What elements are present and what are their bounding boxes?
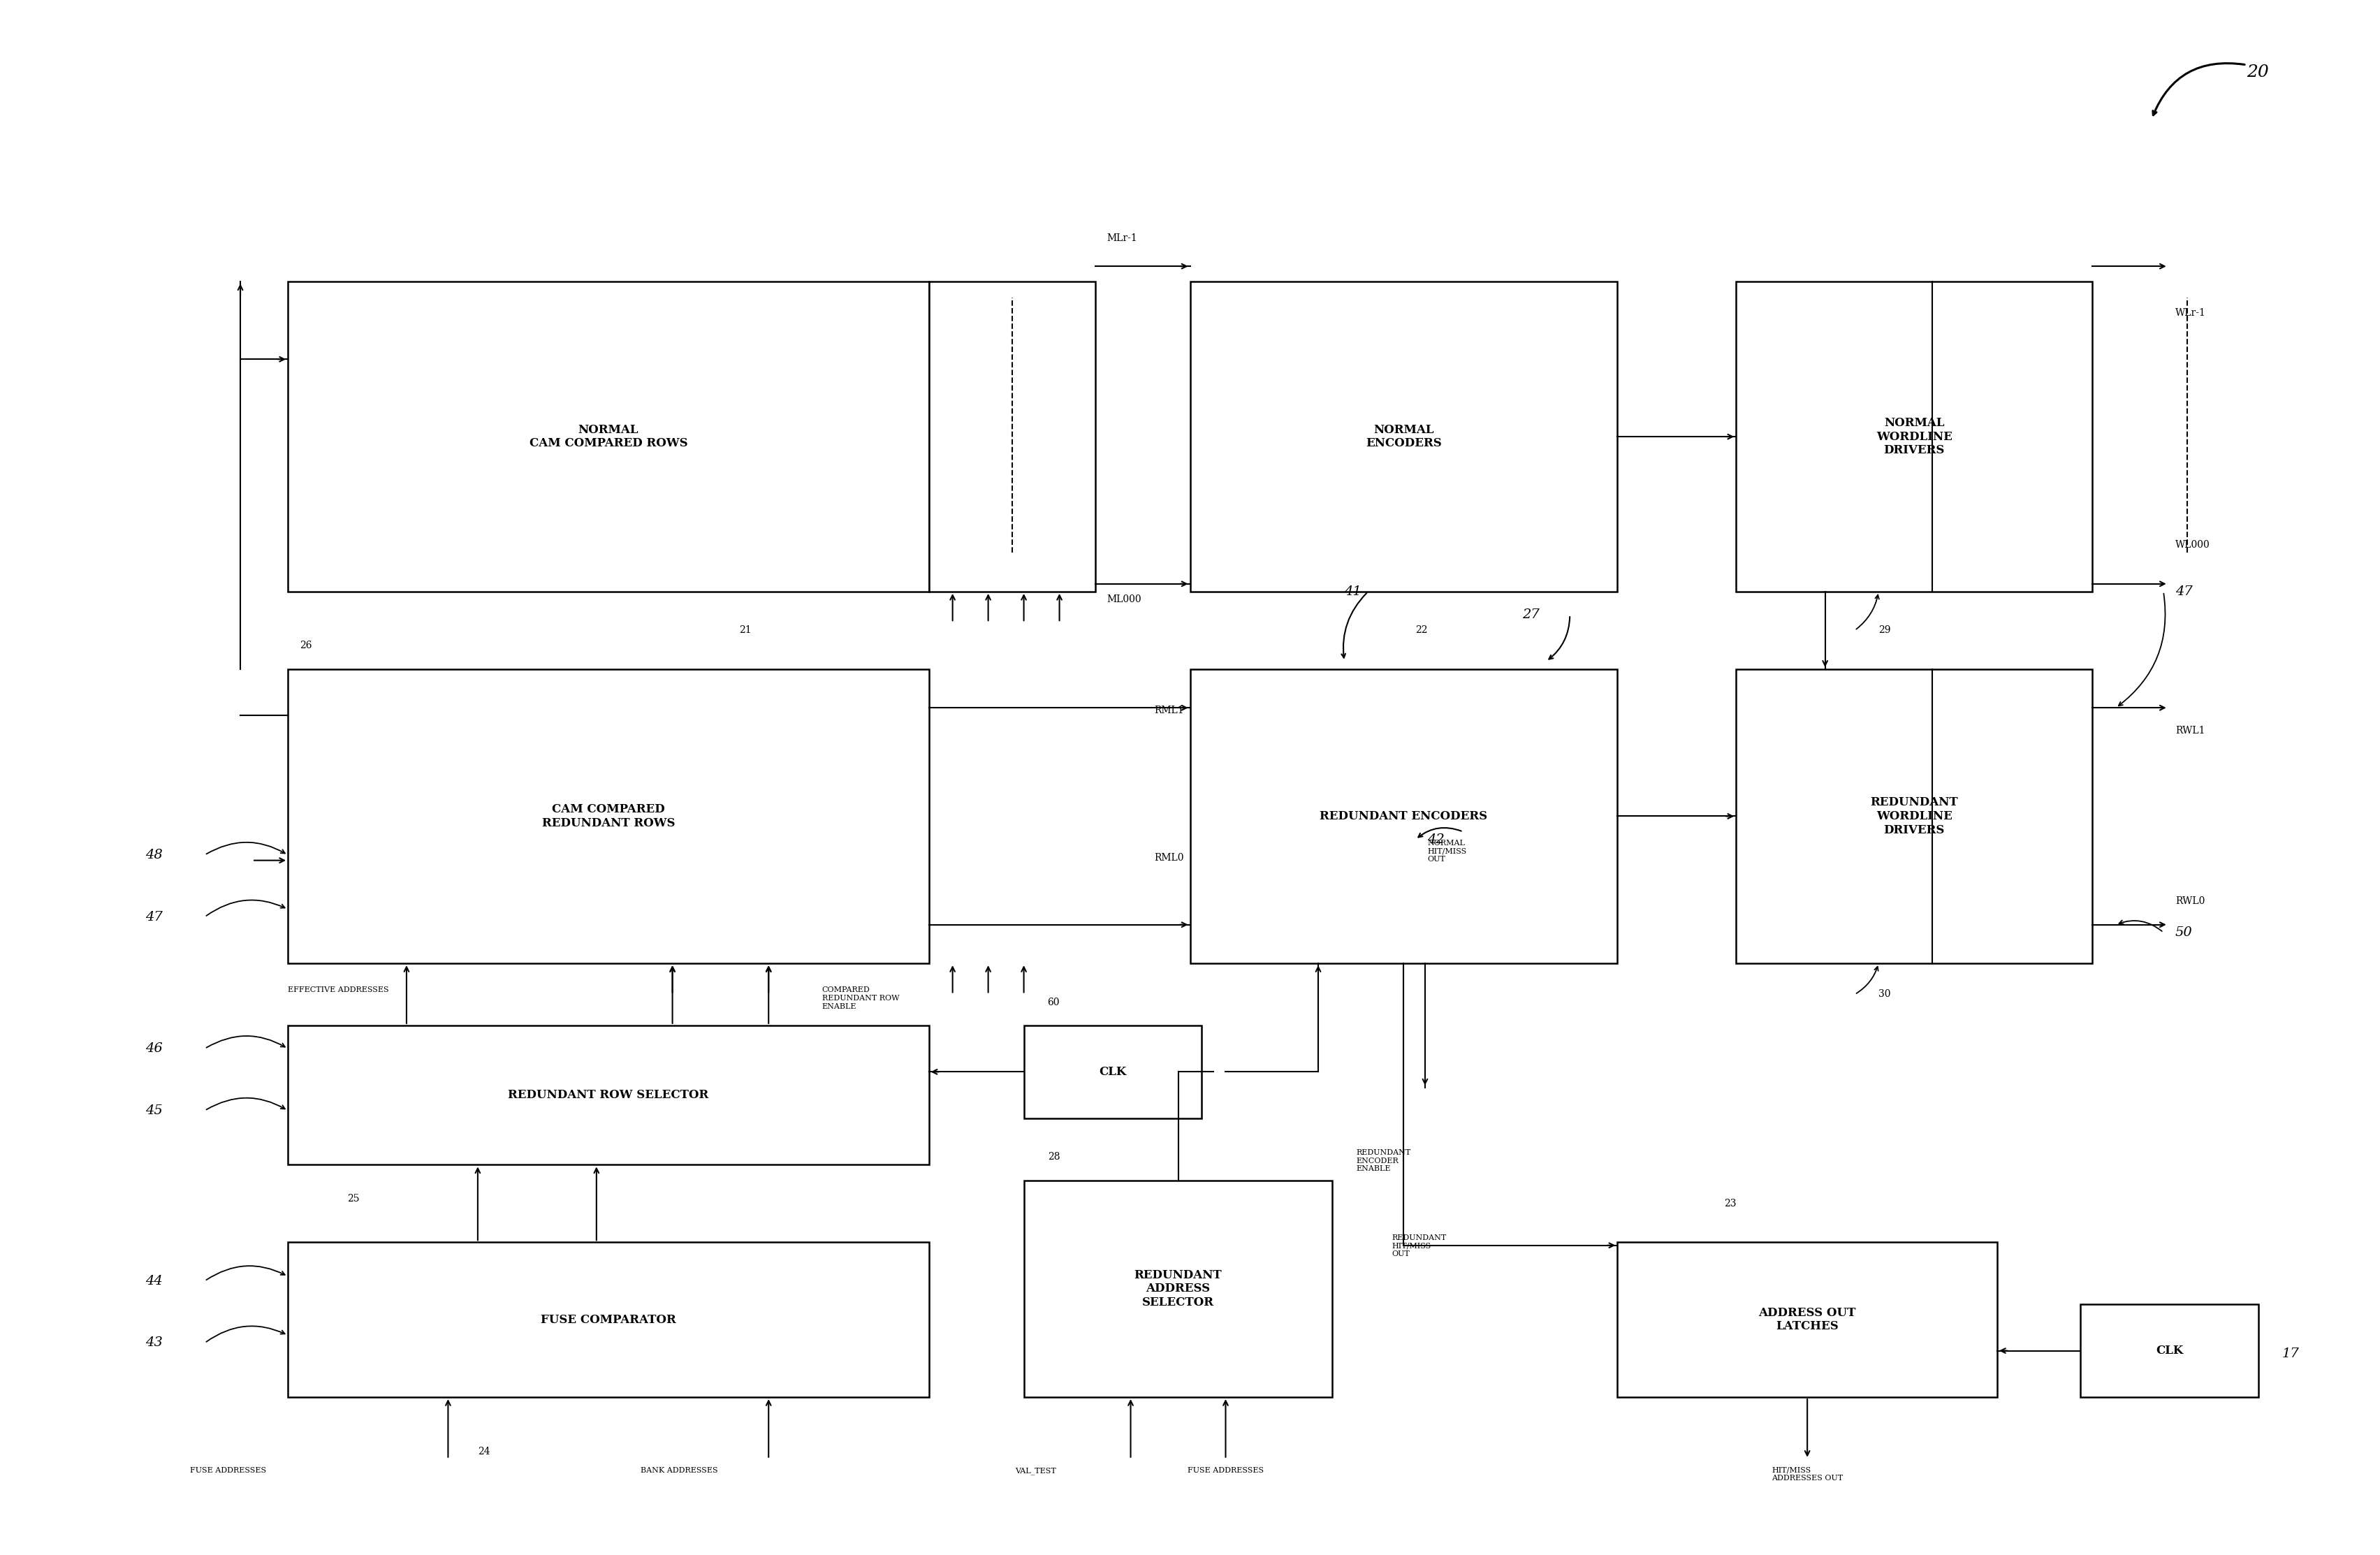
Text: REDUNDANT ROW SELECTOR: REDUNDANT ROW SELECTOR bbox=[507, 1088, 709, 1101]
Text: 43: 43 bbox=[145, 1337, 162, 1350]
Text: NORMAL
HIT/MISS
OUT: NORMAL HIT/MISS OUT bbox=[1428, 840, 1466, 863]
Bar bbox=[1023, 1180, 1333, 1398]
Bar bbox=[1190, 281, 1618, 591]
Text: NORMAL
CAM COMPARED ROWS: NORMAL CAM COMPARED ROWS bbox=[528, 425, 688, 449]
Text: REDUNDANT
ADDRESS
SELECTOR: REDUNDANT ADDRESS SELECTOR bbox=[1135, 1269, 1221, 1308]
Text: HIT/MISS
ADDRESSES OUT: HIT/MISS ADDRESSES OUT bbox=[1771, 1466, 1842, 1482]
Bar bbox=[928, 281, 1095, 591]
Text: ML000: ML000 bbox=[1107, 594, 1142, 605]
Text: NORMAL
ENCODERS: NORMAL ENCODERS bbox=[1366, 425, 1442, 449]
Text: 45: 45 bbox=[145, 1104, 162, 1116]
Text: 60: 60 bbox=[1047, 997, 1059, 1008]
Text: REDUNDANT
ENCODER
ENABLE: REDUNDANT ENCODER ENABLE bbox=[1357, 1149, 1411, 1172]
Text: REDUNDANT ENCODERS: REDUNDANT ENCODERS bbox=[1321, 810, 1488, 823]
Bar bbox=[1735, 281, 2092, 591]
Text: FUSE ADDRESSES: FUSE ADDRESSES bbox=[190, 1466, 267, 1474]
Text: RWL1: RWL1 bbox=[2175, 726, 2204, 736]
Text: 27: 27 bbox=[1523, 608, 1540, 620]
Text: 17: 17 bbox=[2282, 1348, 2299, 1361]
Text: EFFECTIVE ADDRESSES: EFFECTIVE ADDRESSES bbox=[288, 986, 388, 994]
Text: 46: 46 bbox=[145, 1042, 162, 1054]
Bar bbox=[288, 1242, 928, 1398]
Bar bbox=[1023, 1025, 1202, 1118]
Text: CLK: CLK bbox=[1100, 1065, 1126, 1078]
Text: 23: 23 bbox=[1723, 1199, 1737, 1208]
Text: 47: 47 bbox=[145, 911, 162, 924]
Text: FUSE COMPARATOR: FUSE COMPARATOR bbox=[540, 1314, 676, 1326]
Text: RWL0: RWL0 bbox=[2175, 897, 2204, 907]
Bar bbox=[1618, 1242, 1997, 1398]
Text: 50: 50 bbox=[2175, 927, 2192, 939]
Text: FUSE ADDRESSES: FUSE ADDRESSES bbox=[1188, 1466, 1264, 1474]
Bar bbox=[288, 669, 928, 964]
Text: 42: 42 bbox=[1428, 833, 1445, 846]
Text: 25: 25 bbox=[347, 1194, 359, 1204]
Text: 21: 21 bbox=[738, 625, 752, 636]
Text: 22: 22 bbox=[1416, 625, 1428, 636]
Text: COMPARED
REDUNDANT ROW
ENABLE: COMPARED REDUNDANT ROW ENABLE bbox=[821, 986, 900, 1009]
Text: RML1: RML1 bbox=[1154, 706, 1185, 715]
Text: ADDRESS OUT
LATCHES: ADDRESS OUT LATCHES bbox=[1759, 1306, 1856, 1333]
Text: RML0: RML0 bbox=[1154, 854, 1185, 863]
Bar bbox=[288, 1025, 928, 1165]
Text: 47: 47 bbox=[2175, 585, 2192, 597]
Text: REDUNDANT
HIT/MISS
OUT: REDUNDANT HIT/MISS OUT bbox=[1392, 1235, 1447, 1258]
Bar bbox=[2080, 1305, 2259, 1398]
Text: 41: 41 bbox=[1345, 585, 1361, 597]
Text: 20: 20 bbox=[2247, 65, 2268, 81]
Text: WL000: WL000 bbox=[2175, 540, 2211, 550]
Text: 24: 24 bbox=[478, 1446, 490, 1457]
Bar bbox=[1190, 669, 1618, 964]
Text: CLK: CLK bbox=[2156, 1345, 2182, 1356]
Text: BANK ADDRESSES: BANK ADDRESSES bbox=[640, 1466, 719, 1474]
Text: 48: 48 bbox=[145, 849, 162, 861]
Text: MLr-1: MLr-1 bbox=[1107, 233, 1138, 243]
Text: REDUNDANT
WORDLINE
DRIVERS: REDUNDANT WORDLINE DRIVERS bbox=[1871, 796, 1959, 837]
Text: VAL_TEST: VAL_TEST bbox=[1016, 1466, 1057, 1474]
Text: 28: 28 bbox=[1047, 1152, 1059, 1162]
Text: 26: 26 bbox=[300, 641, 312, 650]
Text: 44: 44 bbox=[145, 1275, 162, 1288]
Text: 30: 30 bbox=[1878, 989, 1890, 1000]
Text: NORMAL
WORDLINE
DRIVERS: NORMAL WORDLINE DRIVERS bbox=[1875, 417, 1952, 456]
Text: WLr-1: WLr-1 bbox=[2175, 308, 2206, 317]
Bar bbox=[288, 281, 928, 591]
Text: CAM COMPARED
REDUNDANT ROWS: CAM COMPARED REDUNDANT ROWS bbox=[543, 804, 676, 829]
Bar bbox=[1735, 669, 2092, 964]
Text: 29: 29 bbox=[1878, 625, 1890, 636]
